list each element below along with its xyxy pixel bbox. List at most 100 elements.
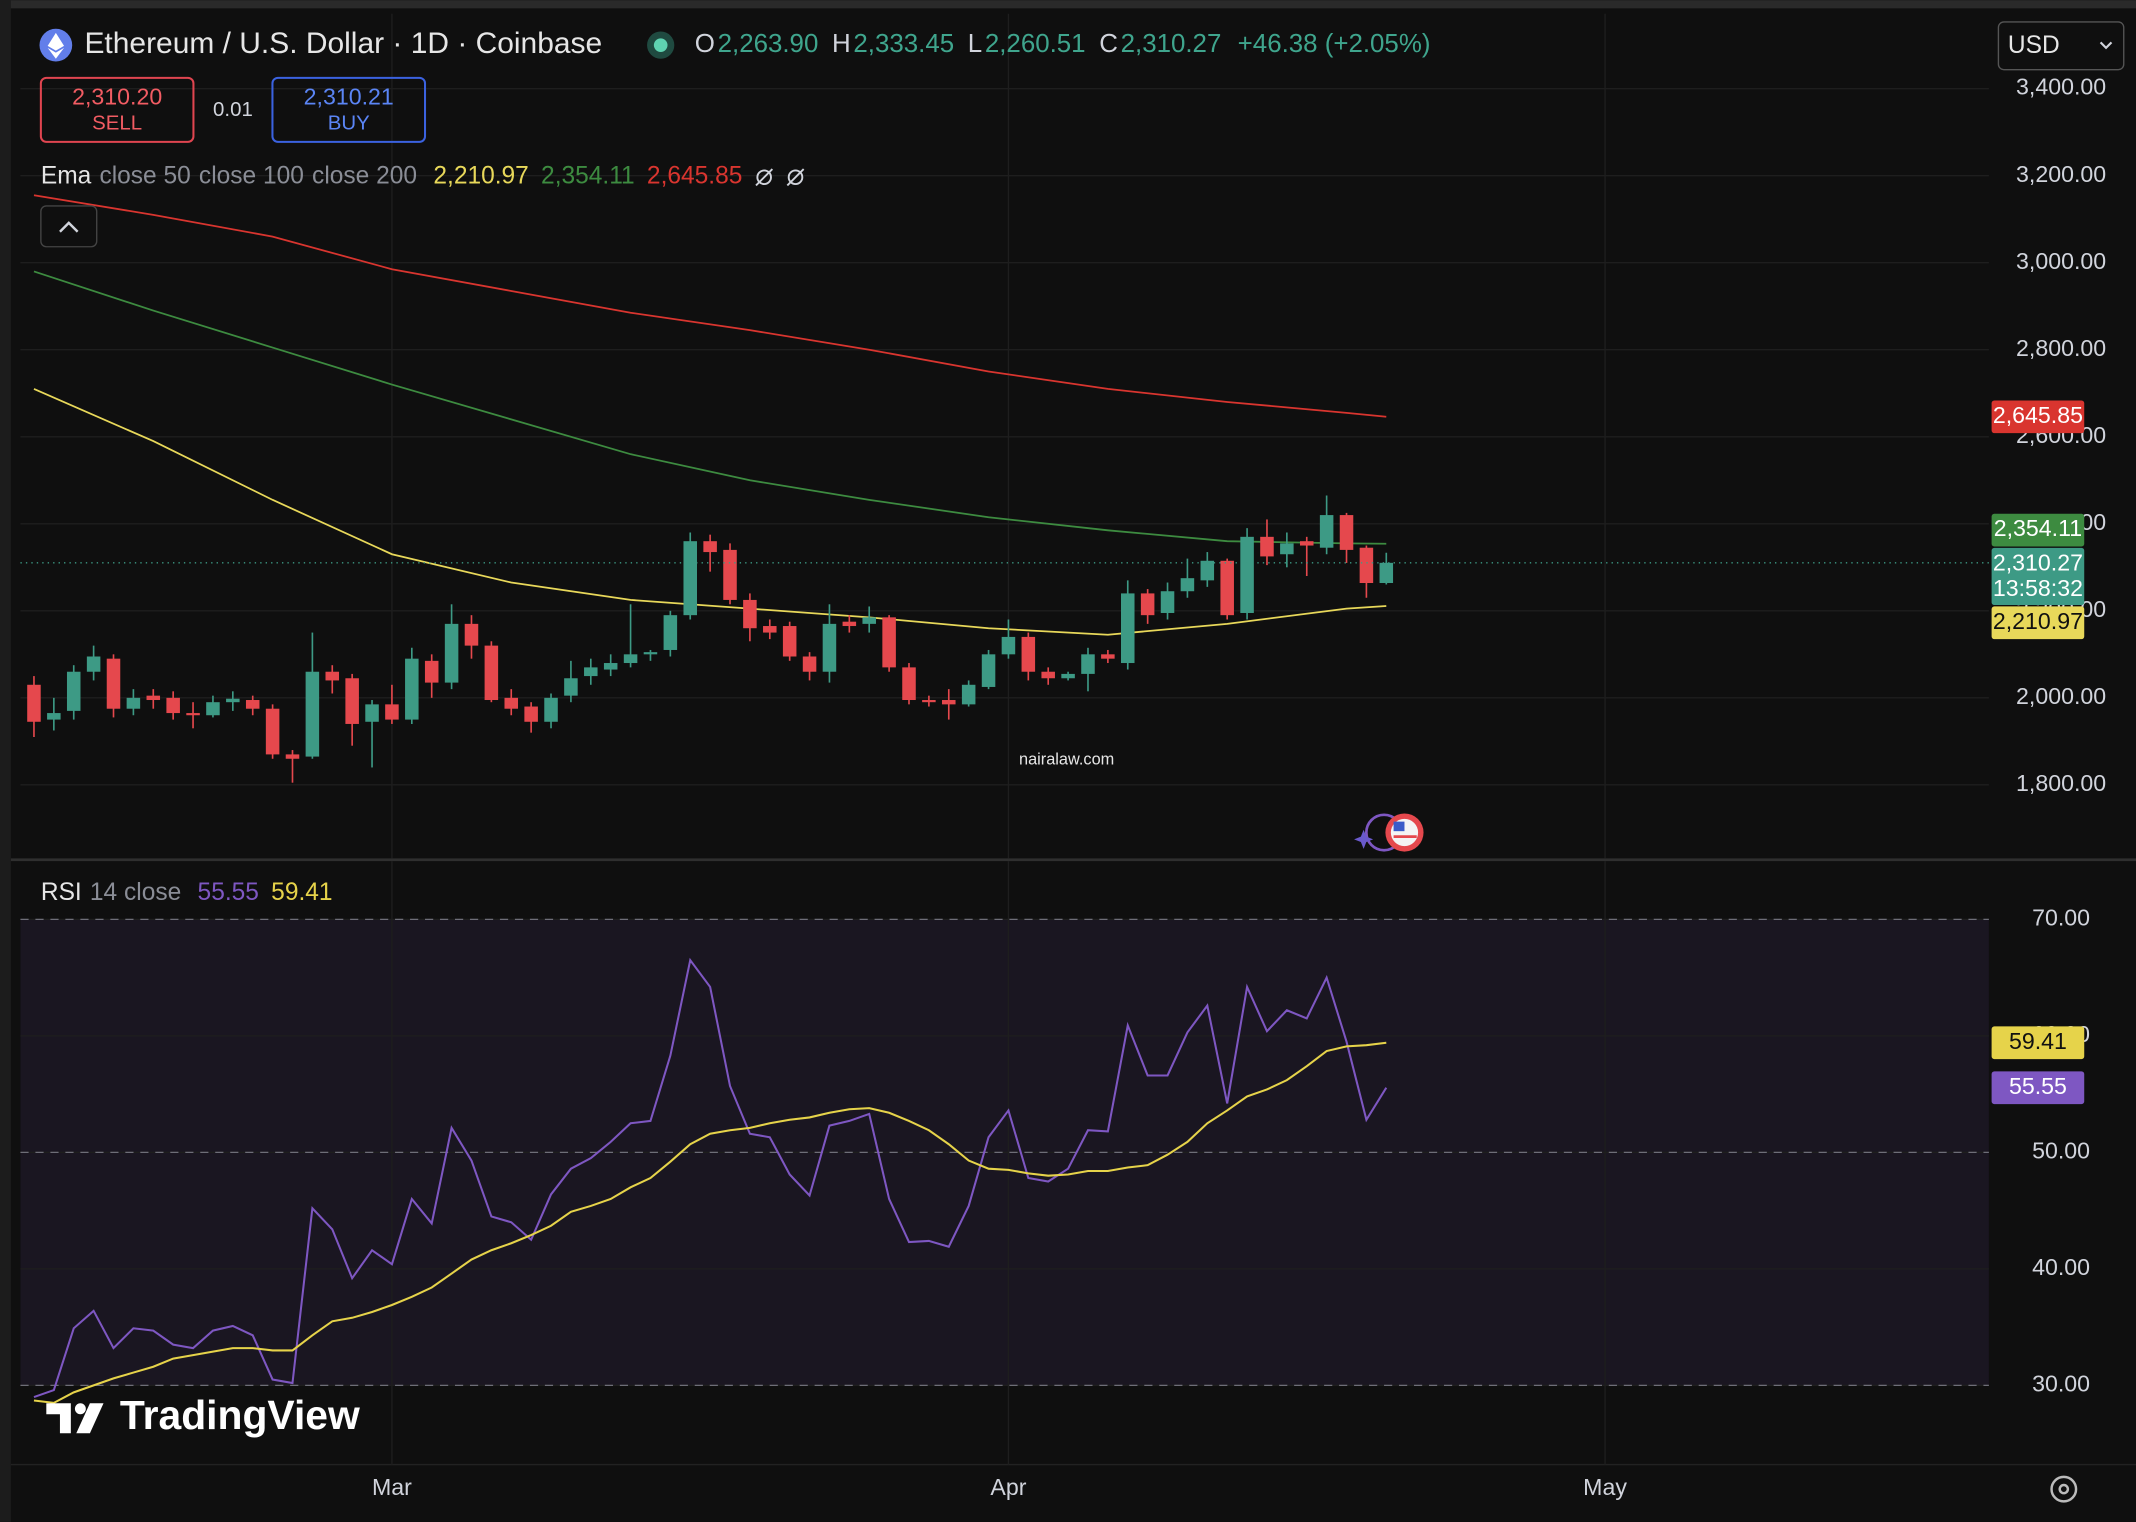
hide-icon-slash	[786, 168, 805, 187]
price-change: +46.38 (+2.05%)	[1238, 30, 1431, 58]
candle-body	[763, 626, 777, 633]
x-tick-label: Apr	[990, 1474, 1026, 1500]
candle-body	[1200, 560, 1215, 581]
candle-body	[743, 599, 757, 629]
candle-body	[385, 704, 399, 720]
hide-icon	[756, 169, 772, 186]
candle-body	[1359, 547, 1374, 584]
market-status-dot	[653, 38, 668, 52]
candle-body	[663, 615, 678, 650]
y-tick-label: 2,800.00	[2016, 335, 2106, 361]
candle-body	[703, 541, 717, 553]
settings-icon[interactable]	[2050, 1475, 2078, 1503]
event-icons[interactable]	[1354, 813, 1424, 852]
y-tick-label: 3,000.00	[2016, 248, 2106, 274]
candle-body	[564, 678, 578, 696]
price-label: 55.55	[2009, 1073, 2067, 1099]
x-tick-label: Mar	[372, 1474, 412, 1500]
candle-body	[683, 541, 697, 616]
ohlc-key: O	[695, 30, 715, 58]
candle-body	[643, 652, 658, 655]
buy-price: 2,310.21	[304, 83, 394, 109]
candle-body	[186, 713, 200, 716]
candle-body	[961, 684, 976, 705]
y-tick-label: 1,800.00	[2016, 770, 2106, 796]
spread: 0.01	[213, 99, 253, 121]
ema-legend: Ema close 50 close 100 close 200 2,210.97 2,3…	[41, 163, 743, 190]
price-label: 2,354.11	[1994, 515, 2082, 541]
candle-body	[1299, 541, 1314, 546]
y-tick-label: 3,200.00	[2016, 161, 2106, 187]
ohlc-key: H	[832, 30, 851, 58]
candle-body	[1041, 671, 1055, 679]
y-tick-label: 40.00	[2032, 1254, 2090, 1280]
ema-line	[33, 270, 1387, 545]
candle-body	[822, 623, 837, 672]
left-edge	[0, 0, 11, 1522]
buy-label: BUY	[328, 113, 370, 135]
candle-body	[444, 623, 459, 683]
candle-body	[66, 671, 81, 711]
sell-button[interactable]	[39, 76, 195, 143]
candle-body	[584, 667, 598, 677]
candle-body	[1379, 562, 1394, 584]
rsi-value: 59.41	[271, 879, 332, 906]
candle-body	[981, 654, 996, 687]
candle-body	[1120, 593, 1135, 664]
candle-body	[405, 658, 419, 720]
layers: 1,800.002,000.002,200.002,400.002,600.00…	[20, 13, 2106, 1500]
candle-body	[1140, 593, 1155, 616]
candle-body	[305, 671, 320, 757]
ohlc-value: 2,263.90	[718, 30, 819, 58]
candle-body	[1021, 636, 1036, 672]
candle-body	[842, 621, 857, 627]
ema-value: 2,210.97	[433, 163, 528, 190]
candle-body	[862, 617, 876, 624]
candle-body	[1180, 578, 1195, 592]
ema-param: close 100	[199, 163, 304, 190]
ema-param: close 50	[99, 163, 190, 190]
y-tick-label: 50.00	[2032, 1137, 2090, 1163]
y-tick-label: 30.00	[2032, 1370, 2090, 1396]
price-label: 13:58:32	[1993, 575, 2083, 601]
rsi-line	[33, 1041, 1387, 1404]
y-tick-label: 70.00	[2032, 904, 2090, 930]
candle-body	[345, 678, 359, 724]
candle-body	[166, 697, 180, 714]
flag-canton	[1393, 821, 1405, 832]
chart-title: Ethereum / U.S. Dollar · 1D · Coinbase	[84, 27, 602, 60]
ohlc-legend: O 2,263.90 H 2,333.45 L 2,260.51 C 2,310.27 +46.…	[695, 30, 1431, 58]
y-tick-label: 2,000.00	[2016, 683, 2106, 709]
candle-body	[1319, 515, 1334, 548]
event-star	[1354, 829, 1374, 849]
currency-dropdown[interactable]	[1997, 21, 2125, 71]
candle-body	[1339, 515, 1354, 550]
ema-value: 2,354.11	[541, 163, 635, 190]
candle-body	[226, 698, 240, 703]
candle-body	[325, 671, 340, 681]
candle-body	[106, 658, 121, 709]
y-tick-label: 3,400.00	[2016, 74, 2106, 100]
collapse-button[interactable]	[40, 205, 98, 248]
candle-body	[723, 549, 737, 600]
candle-body	[603, 663, 618, 670]
candle-body	[623, 654, 638, 664]
ohlc-key: C	[1099, 30, 1118, 58]
candle-body	[245, 700, 260, 709]
price-label: 59.41	[2009, 1028, 2067, 1054]
rsi-legend: RSI 14 close 55.55 59.41	[41, 879, 333, 906]
candle-body	[922, 700, 936, 703]
ema-line	[33, 194, 1387, 418]
x-tick-label: May	[1583, 1474, 1627, 1500]
candle-body	[802, 656, 817, 672]
candle-body	[942, 700, 956, 705]
ohlc-value: 2,260.51	[985, 30, 1086, 58]
buy-button[interactable]	[271, 76, 427, 143]
candle-body	[464, 623, 479, 646]
candle-body	[1260, 536, 1274, 557]
hide-icon	[787, 169, 804, 186]
candle-body	[86, 656, 101, 672]
candle-body	[27, 684, 41, 722]
